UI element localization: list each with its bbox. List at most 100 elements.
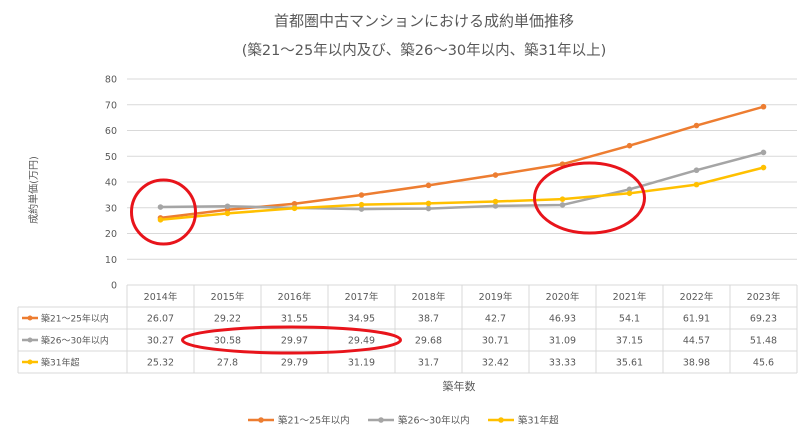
y-tick-label: 40	[105, 178, 117, 189]
x-category-label: 2018年	[412, 291, 446, 303]
data-point	[425, 205, 432, 212]
table-value-cell: 46.93	[549, 314, 576, 325]
table-legend-key-marker	[27, 359, 33, 365]
data-point	[626, 142, 633, 149]
legend-key-marker	[498, 417, 504, 423]
data-point	[157, 204, 164, 210]
data-point	[358, 192, 365, 198]
table-value-cell: 31.19	[348, 358, 375, 369]
table-value-cell: 26.07	[147, 314, 174, 325]
y-tick-label: 30	[105, 203, 117, 214]
table-value-cell: 54.1	[619, 314, 640, 325]
legend: 築21～25年以内 築26～30年以内 築31年超	[248, 415, 559, 427]
table-value-cell: 33.33	[549, 358, 576, 369]
y-tick-label: 20	[105, 229, 117, 240]
annotations	[130, 161, 646, 355]
table-value-cell: 44.57	[683, 336, 710, 347]
table-value-cell: 51.48	[750, 336, 777, 347]
highlight-circle-2020	[533, 161, 646, 235]
table-value-cell: 30.71	[482, 336, 509, 347]
data-point	[693, 181, 700, 188]
table-series-name: 築26～30年以内	[41, 335, 109, 347]
table-value-cell: 31.09	[549, 336, 576, 347]
y-tick-label: 0	[111, 281, 117, 292]
data-point	[492, 203, 499, 209]
data-point	[157, 217, 164, 223]
table-value-cell: 29.49	[348, 336, 375, 347]
data-point	[291, 205, 298, 212]
legend-entry: 築21～25年以内	[278, 415, 350, 427]
table-value-cell: 30.27	[147, 336, 174, 347]
table-value-cell: 42.7	[485, 314, 506, 325]
data-point	[358, 206, 365, 212]
x-category-label: 2015年	[211, 291, 245, 303]
data-point	[559, 202, 566, 208]
data-point	[224, 210, 231, 217]
table-value-cell: 38.7	[418, 314, 439, 325]
data-point	[425, 182, 432, 189]
table-value-cell: 38.98	[683, 358, 710, 369]
data-point	[559, 196, 566, 202]
x-category-label: 2020年	[546, 291, 580, 303]
table-value-cell: 32.42	[482, 358, 509, 369]
table-value-cell: 35.61	[616, 358, 643, 369]
data-table: 2014年 2015年 2016年 2017年 2018年 2019年 2020年 2021年…	[17, 284, 798, 374]
table-value-cell: 69.23	[750, 314, 777, 325]
table-value-cell: 31.7	[418, 358, 439, 369]
table-value-cell: 30.58	[214, 336, 241, 347]
table-series-name: 築31年超	[41, 357, 79, 369]
x-category-label: 2022年	[680, 291, 714, 303]
table-value-cell: 29.97	[281, 336, 308, 347]
y-tick-label: 60	[105, 126, 117, 137]
legend-key-marker	[378, 417, 384, 423]
table-series-name: 築21～25年以内	[41, 313, 109, 325]
highlight-ellipse-table-values	[181, 325, 402, 355]
x-category-label: 2014年	[144, 291, 178, 303]
x-axis-label: 築年数	[443, 379, 476, 393]
data-point	[693, 122, 700, 129]
x-category-label: 2016年	[278, 291, 312, 303]
data-point	[425, 200, 432, 207]
x-category-label: 2023年	[747, 291, 781, 303]
table-value-cell: 29.79	[281, 358, 308, 369]
table-value-cell: 25.32	[147, 358, 174, 369]
y-tick-label: 50	[105, 152, 117, 163]
table-value-cell: 29.22	[214, 314, 241, 325]
highlight-circle-2014	[130, 178, 197, 246]
legend-entry: 築26～30年以内	[398, 415, 470, 427]
data-point	[760, 103, 767, 110]
x-category-label: 2017年	[345, 291, 379, 303]
table-value-cell: 61.91	[683, 314, 710, 325]
data-point	[358, 201, 365, 208]
data-point	[760, 164, 767, 171]
series-line	[160, 151, 764, 211]
table-value-cell: 37.15	[616, 336, 643, 347]
table-legend-key-marker	[27, 337, 33, 343]
y-axis-label: 成約単価(万円)	[27, 156, 40, 224]
series-line	[160, 166, 764, 222]
legend-key-marker	[258, 417, 264, 423]
y-tick-label: 10	[105, 255, 117, 266]
series-lines	[157, 103, 767, 223]
chart-subtitle: (築21～25年以内及び、築26～30年以内、築31年以上)	[242, 41, 607, 59]
data-point	[224, 203, 231, 210]
x-category-label: 2021年	[613, 291, 647, 303]
legend-entry: 築31年超	[518, 415, 559, 427]
data-point	[626, 190, 633, 197]
data-point	[626, 186, 633, 193]
table-value-cell: 31.55	[281, 314, 308, 325]
y-tick-labels: 0 10 20 30 40 50 60 70 80	[105, 75, 117, 292]
table-value-cell: 34.95	[348, 314, 375, 325]
table-value-cell: 29.68	[415, 336, 442, 347]
x-category-label: 2019年	[479, 291, 513, 303]
y-tick-label: 70	[105, 100, 117, 111]
data-point	[760, 149, 767, 156]
table-value-cell: 27.8	[217, 358, 238, 369]
data-point	[693, 167, 700, 174]
data-point	[492, 172, 499, 178]
data-point	[492, 198, 499, 205]
table-legend-key-marker	[27, 315, 33, 321]
table-value-cell: 45.6	[753, 358, 774, 369]
y-tick-label: 80	[105, 75, 117, 86]
data-point	[291, 200, 298, 207]
